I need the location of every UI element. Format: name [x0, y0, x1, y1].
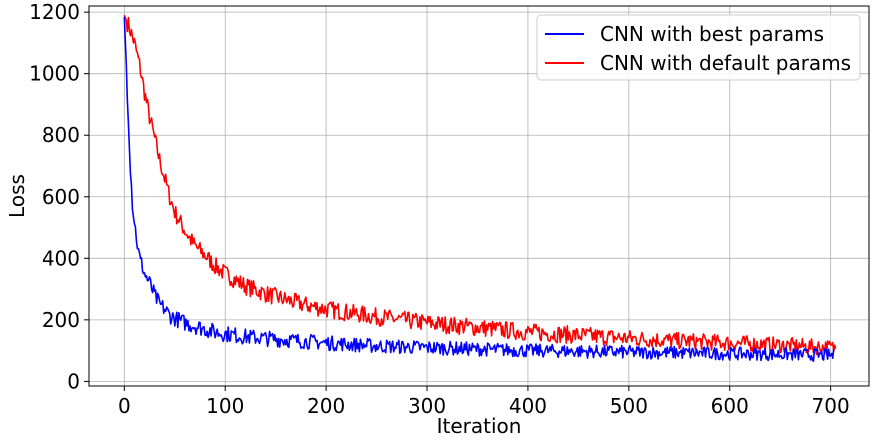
y-tick-label: 200 [42, 308, 80, 332]
y-tick-label: 800 [42, 123, 80, 147]
x-tick-label: 200 [307, 394, 345, 418]
x-tick-label: 600 [711, 394, 749, 418]
series-line-best-params [123, 16, 835, 363]
y-tick-label: 0 [67, 369, 80, 393]
series-layer [123, 14, 837, 363]
x-tick-label: 300 [408, 394, 446, 418]
y-tick-label: 600 [42, 185, 80, 209]
y-tick-label: 1200 [29, 0, 80, 24]
series-line-default-params [123, 14, 837, 356]
x-axis-label: Iteration [437, 414, 522, 438]
x-tick-label: 500 [610, 394, 648, 418]
y-axis-label: Loss [5, 174, 29, 218]
y-tick-label: 1000 [29, 62, 80, 86]
legend-label-best-params: CNN with best params [600, 22, 824, 46]
legend-box [536, 14, 861, 81]
x-tick-label: 100 [206, 394, 244, 418]
x-tick-label: 0 [118, 394, 131, 418]
axis-ticks: 0 100 200 300 400 500 600 700 0 200 400 600 800 1000 1… [29, 0, 850, 418]
x-tick-label: 700 [812, 394, 850, 418]
legend: CNN with best params CNN with default pa… [536, 14, 861, 81]
plot-area-frame [88, 5, 870, 387]
y-tick-label: 400 [42, 246, 80, 270]
x-tick-label: 400 [509, 394, 547, 418]
legend-label-default-params: CNN with default params [600, 51, 851, 75]
